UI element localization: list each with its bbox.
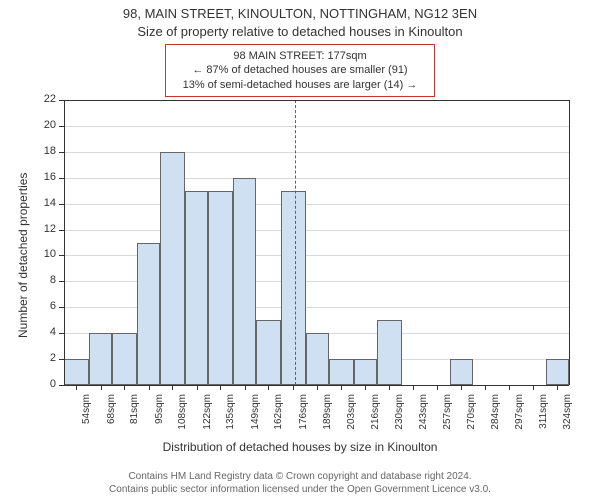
annotation-line: 13% of semi-detached houses are larger (… [176,78,424,92]
x-tick-label: 149sqm [250,394,261,439]
footer-attribution: Contains HM Land Registry data © Crown c… [0,471,600,496]
axis-line [64,100,65,385]
y-tick-label: 6 [34,300,56,312]
histogram-bar [112,333,137,385]
histogram-bar [546,359,569,385]
y-axis-label: Number of detached properties [16,172,30,337]
x-tick-label: 54sqm [81,394,92,439]
x-tick-label: 108sqm [177,394,188,439]
histogram-bar [208,191,233,385]
axis-line [64,100,569,101]
y-tick-label: 18 [34,145,56,157]
x-tick-label: 122sqm [202,394,213,439]
figure: 98, MAIN STREET, KINOULTON, NOTTINGHAM, … [0,0,600,500]
axis-line [64,385,569,386]
histogram-bar [256,320,281,385]
x-tick-label: 243sqm [418,394,429,439]
gridline [64,152,569,153]
histogram-bar [233,178,256,385]
axis-line [569,100,570,385]
x-tick-label: 176sqm [298,394,309,439]
x-tick-label: 311sqm [538,394,549,439]
x-tick-label: 257sqm [442,394,453,439]
x-tick-label: 135sqm [225,394,236,439]
y-tick-label: 12 [34,223,56,235]
histogram-bar [377,320,402,385]
y-tick-label: 0 [34,378,56,390]
x-axis-label: Distribution of detached houses by size … [0,440,600,454]
x-tick-label: 81sqm [129,394,140,439]
histogram-bar [281,191,306,385]
x-tick-label: 230sqm [394,394,405,439]
x-tick-label: 95sqm [154,394,165,439]
histogram-bar [185,191,208,385]
plot-area [64,100,569,385]
x-tick-label: 203sqm [346,394,357,439]
y-tick-label: 2 [34,352,56,364]
gridline [64,126,569,127]
gridline [64,178,569,179]
x-tick-label: 297sqm [514,394,525,439]
histogram-bar [160,152,185,385]
y-tick-label: 22 [34,93,56,105]
reference-line [295,100,296,385]
histogram-bar [89,333,112,385]
x-tick-label: 324sqm [562,394,573,439]
y-tick-label: 4 [34,326,56,338]
x-tick-label: 189sqm [322,394,333,439]
gridline [64,204,569,205]
y-tick-label: 20 [34,119,56,131]
x-tick-label: 216sqm [370,394,381,439]
footer-line: Contains HM Land Registry data © Crown c… [0,471,600,484]
y-tick-label: 10 [34,248,56,260]
histogram-bar [329,359,354,385]
x-tick-label: 270sqm [466,394,477,439]
x-tick-label: 68sqm [106,394,117,439]
annotation-callout: 98 MAIN STREET: 177sqm ← 87% of detached… [165,44,435,97]
footer-line: Contains public sector information licen… [0,484,600,497]
y-tick-label: 14 [34,197,56,209]
y-tick-label: 8 [34,274,56,286]
histogram-bar [306,333,329,385]
y-tick-label: 16 [34,171,56,183]
histogram-bar [64,359,89,385]
gridline [64,230,569,231]
x-tick-label: 162sqm [273,394,284,439]
histogram-bar [450,359,473,385]
histogram-bar [137,243,160,386]
annotation-line: 98 MAIN STREET: 177sqm [176,49,424,63]
chart-title-line1: 98, MAIN STREET, KINOULTON, NOTTINGHAM, … [0,6,600,21]
chart-title-line2: Size of property relative to detached ho… [0,24,600,39]
annotation-line: ← 87% of detached houses are smaller (91… [176,63,424,77]
histogram-bar [354,359,377,385]
x-tick-label: 284sqm [490,394,501,439]
